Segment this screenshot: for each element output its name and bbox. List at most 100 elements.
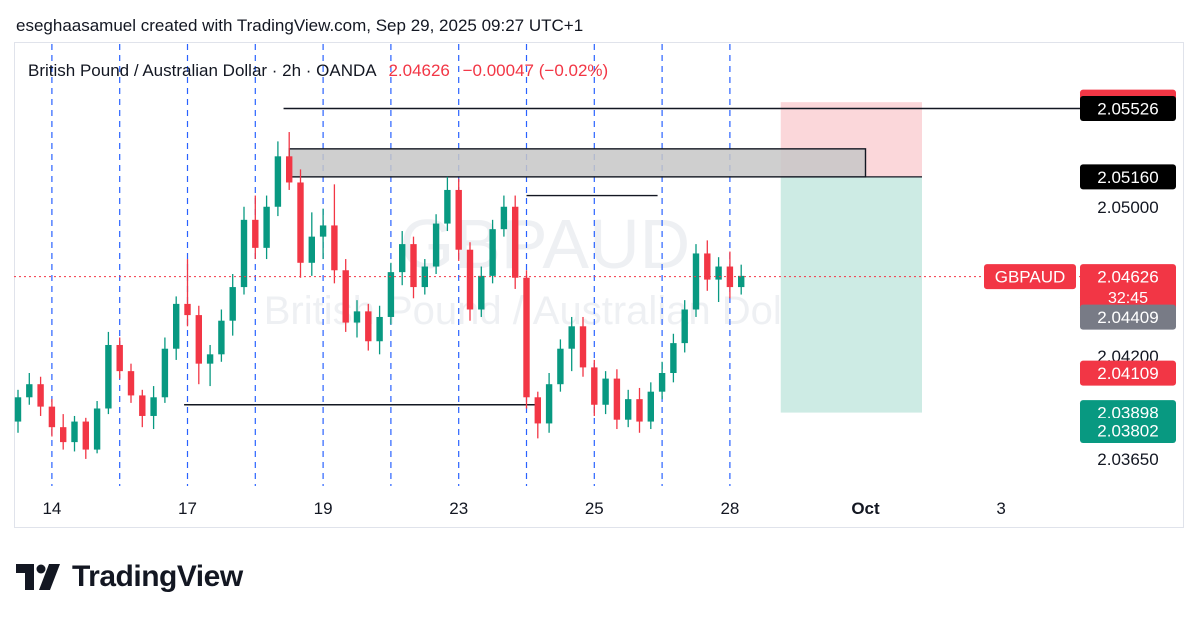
candle: [579, 316, 587, 377]
candle: [704, 240, 711, 291]
candle: [150, 386, 157, 430]
price-label[interactable]: 2.04109: [1080, 360, 1176, 386]
candle-body: [534, 397, 541, 424]
candle: [161, 337, 169, 403]
candle: [365, 303, 372, 351]
candles-layer: [14, 132, 745, 459]
candle-body: [184, 303, 191, 316]
candle: [331, 184, 338, 284]
price-label[interactable]: 2.04626 32:45: [1080, 264, 1176, 311]
candle-body: [410, 244, 417, 288]
candle-body: [658, 373, 666, 392]
x-tick-label: 14: [42, 499, 61, 518]
candle: [625, 389, 632, 428]
x-tick-label: Oct: [851, 499, 880, 518]
candle-body: [71, 421, 78, 443]
candle-body: [37, 384, 44, 407]
candle-body: [500, 206, 508, 230]
price-label-text: 2.04626: [1097, 268, 1158, 287]
y-tick-label: 2.03650: [1097, 450, 1158, 469]
candle: [308, 212, 315, 276]
candle: [342, 259, 349, 332]
candle: [263, 195, 270, 260]
candle: [444, 176, 451, 232]
candle-body: [353, 311, 361, 323]
candle: [466, 242, 474, 321]
price-label-text: 2.03898: [1097, 404, 1158, 423]
take-profit-zone[interactable]: [780, 176, 922, 413]
candle: [387, 262, 395, 325]
supply-zone[interactable]: [288, 148, 867, 178]
candle: [229, 274, 236, 336]
candle: [568, 316, 575, 372]
candle-body: [399, 244, 406, 273]
price-label-text: 2.04109: [1097, 364, 1158, 383]
candle: [252, 195, 259, 260]
candle-body: [173, 303, 180, 349]
tradingview-logo[interactable]: TradingView: [16, 560, 243, 594]
candle: [93, 401, 101, 454]
candle: [274, 141, 282, 217]
price-label-bg: [1080, 304, 1176, 330]
candle-body: [512, 206, 519, 278]
price-label[interactable]: 2.05526: [1080, 96, 1176, 122]
candle-body: [681, 309, 688, 344]
symbol-tag[interactable]: GBPAUD: [984, 264, 1076, 290]
price-label[interactable]: 2.05160: [1080, 164, 1176, 190]
x-tick-label: 25: [585, 499, 604, 518]
price-label-bg: [1080, 418, 1176, 444]
candle: [48, 399, 56, 437]
candle: [353, 300, 361, 338]
candle-body: [229, 287, 236, 321]
candle-body: [263, 206, 270, 248]
candle-body: [545, 384, 553, 424]
symbol-tag-text: GBPAUD: [995, 268, 1066, 287]
price-label-text: 2.05526: [1097, 100, 1158, 119]
candle: [647, 382, 654, 430]
candle-body: [127, 371, 135, 396]
candle: [478, 266, 485, 317]
candle-body: [195, 315, 202, 364]
candle-body: [252, 219, 259, 248]
candle: [557, 339, 564, 392]
level-lines[interactable]: [184, 107, 1080, 406]
price-label-bg: [1080, 96, 1176, 122]
time-axis[interactable]: 14 17 19 23 25 28 Oct 3: [42, 499, 1005, 518]
price-label[interactable]: 2.04409: [1080, 304, 1176, 330]
candle: [240, 206, 248, 295]
candle: [500, 195, 508, 237]
candle-body: [308, 236, 315, 263]
candle-body: [387, 272, 395, 317]
candle: [127, 363, 135, 403]
candle-body: [478, 275, 485, 310]
supply-zone-rect[interactable]: [288, 148, 867, 178]
candle: [681, 300, 688, 353]
symbol-tag-bg: [984, 264, 1076, 290]
x-tick-label: 28: [720, 499, 739, 518]
price-axis[interactable]: 2.050002.042002.036502.055602.055262.051…: [984, 89, 1176, 469]
legend-symbol: British Pound / Australian Dollar · 2h ·…: [28, 61, 376, 80]
candle-body: [82, 421, 89, 450]
candle-body: [602, 378, 609, 405]
candle: [26, 373, 33, 405]
candle: [534, 391, 541, 439]
candle-body: [704, 253, 711, 280]
candle-body: [14, 397, 22, 422]
price-label-bg: [1080, 264, 1176, 311]
candle-body: [466, 249, 474, 310]
candle-body: [60, 427, 67, 443]
countdown-text: 32:45: [1108, 290, 1148, 307]
candle-body: [591, 367, 598, 405]
candle: [14, 389, 22, 433]
legend-price: 2.04626: [388, 61, 450, 80]
watermark-ticker: GBPAUD: [400, 205, 690, 283]
candle-body: [342, 270, 349, 323]
chart-credit: eseghaasamuel created with TradingView.c…: [16, 16, 584, 35]
candle-body: [365, 311, 372, 342]
candle: [636, 387, 643, 433]
candle-body: [297, 182, 304, 263]
price-label[interactable]: 2.03802: [1080, 418, 1176, 444]
price-label-bg: [1080, 360, 1176, 386]
price-label-text: 2.05160: [1097, 168, 1158, 187]
